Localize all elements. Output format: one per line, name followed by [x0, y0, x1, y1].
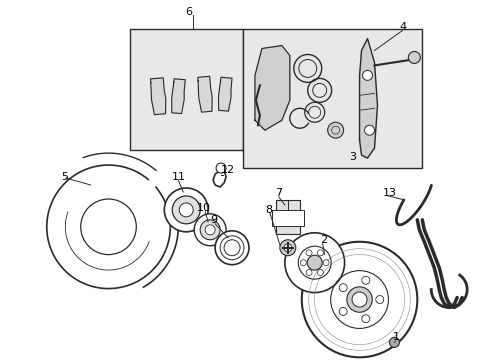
Text: 4: 4: [399, 22, 406, 32]
Circle shape: [351, 292, 366, 307]
Circle shape: [317, 250, 323, 256]
Circle shape: [205, 225, 215, 235]
Circle shape: [361, 315, 369, 323]
Circle shape: [362, 71, 372, 80]
Text: 10: 10: [197, 203, 211, 213]
Circle shape: [339, 284, 346, 292]
Circle shape: [300, 260, 306, 266]
Polygon shape: [197, 76, 212, 112]
Circle shape: [361, 276, 369, 284]
Text: 13: 13: [382, 188, 396, 198]
Text: 12: 12: [221, 165, 235, 175]
Polygon shape: [150, 78, 165, 115]
Text: 6: 6: [185, 6, 192, 17]
Circle shape: [179, 203, 193, 217]
Circle shape: [346, 287, 371, 312]
Bar: [271, 210, 303, 226]
Circle shape: [407, 51, 420, 63]
Bar: [243, 28, 422, 168]
Text: 8: 8: [264, 205, 271, 215]
Circle shape: [279, 240, 295, 256]
Circle shape: [339, 307, 346, 315]
Text: 11: 11: [172, 172, 186, 182]
Circle shape: [323, 260, 328, 266]
Circle shape: [364, 125, 374, 135]
Circle shape: [200, 220, 220, 240]
Circle shape: [375, 296, 383, 303]
Polygon shape: [359, 39, 377, 158]
Polygon shape: [171, 79, 185, 114]
Circle shape: [215, 231, 248, 265]
Text: 3: 3: [349, 152, 356, 162]
Circle shape: [317, 270, 323, 275]
Circle shape: [306, 255, 322, 270]
Circle shape: [301, 242, 416, 357]
Circle shape: [216, 163, 225, 173]
Circle shape: [285, 233, 344, 293]
Polygon shape: [254, 45, 289, 130]
Circle shape: [164, 188, 208, 232]
Circle shape: [327, 122, 343, 138]
Bar: [130, 28, 243, 150]
Circle shape: [305, 270, 311, 275]
Text: 9: 9: [210, 215, 217, 225]
Circle shape: [283, 244, 291, 252]
Circle shape: [305, 250, 311, 256]
Circle shape: [194, 214, 225, 246]
Circle shape: [172, 196, 200, 224]
Text: 1: 1: [392, 332, 399, 342]
Polygon shape: [218, 77, 231, 111]
Text: 5: 5: [61, 172, 67, 182]
Circle shape: [388, 337, 399, 347]
Bar: [275, 200, 299, 234]
Text: 7: 7: [274, 188, 282, 198]
Text: 2: 2: [319, 235, 326, 245]
